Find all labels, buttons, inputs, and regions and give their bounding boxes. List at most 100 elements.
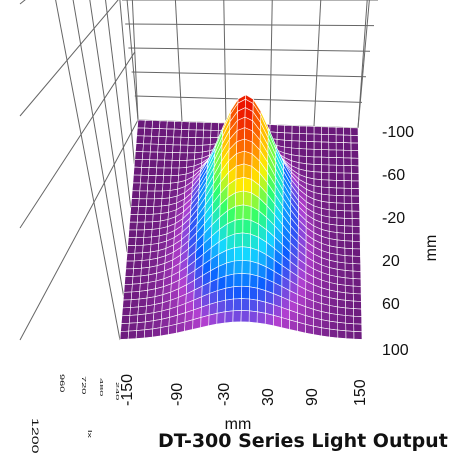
surface-cell: [149, 143, 159, 153]
surface-cell: [321, 171, 330, 181]
surface-cell: [350, 157, 360, 167]
surface-cell: [136, 214, 146, 223]
surface-cell: [141, 259, 151, 269]
surface-cell: [156, 151, 166, 161]
surface-cell: [165, 136, 174, 146]
y-axis-ticks: -100 -60 -20 20 60 100: [382, 124, 414, 359]
surface-cell: [180, 136, 189, 146]
z-axis-ticks: 1200 960 720 480 240: [30, 374, 120, 454]
surface-cell: [224, 298, 234, 313]
surface-cell: [289, 319, 298, 332]
surface-cell: [351, 210, 361, 220]
grid-line: [19, 0, 119, 117]
surface-cell: [350, 165, 360, 174]
surface-cell: [343, 172, 352, 182]
surface-cell: [336, 180, 345, 189]
surface-cell: [186, 152, 196, 161]
surface-cell: [328, 216, 338, 226]
surface-cell: [352, 293, 362, 302]
surface-cell: [313, 156, 322, 166]
surface-cell: [234, 218, 244, 235]
x-tick-label: 90: [304, 388, 321, 406]
surface-cell: [351, 188, 360, 197]
surface-cell: [336, 195, 345, 204]
surface-cell: [144, 213, 154, 223]
surface-cell: [352, 255, 361, 265]
surface-cell: [208, 312, 218, 327]
surface-cell: [241, 246, 251, 262]
surface-cell: [328, 164, 337, 174]
surface-cell: [342, 127, 352, 136]
surface-cell: [133, 252, 143, 262]
surface-cell: [321, 156, 330, 166]
x-tick-label: -90: [169, 383, 186, 406]
surface-cell: [352, 285, 362, 295]
surface-cell: [178, 159, 188, 169]
surface-cell: [148, 167, 157, 176]
surface-cell: [127, 330, 138, 340]
surface-cell: [298, 140, 307, 150]
surface-cell: [243, 163, 253, 180]
surface-cell: [328, 209, 338, 219]
light-output-surface: [119, 94, 363, 340]
surface-cell: [337, 298, 346, 309]
surface-cell: [344, 292, 354, 302]
surface-cell: [321, 179, 330, 188]
surface-cell: [148, 159, 158, 169]
surface-cell: [135, 329, 146, 339]
surface-cell: [335, 149, 345, 159]
surface-cell: [352, 270, 362, 280]
chart-title: DT-300 Series Light Output: [158, 430, 448, 452]
surface-cell: [321, 186, 330, 196]
surface-cell: [336, 254, 346, 264]
surface-cell: [142, 244, 152, 254]
surface-cell: [336, 210, 345, 219]
surface-cell: [127, 237, 137, 246]
surface-cell: [129, 213, 139, 223]
surface-cell: [126, 252, 136, 262]
surface-cell: [328, 172, 337, 181]
surface-cell: [351, 233, 361, 242]
surface-cell: [235, 163, 245, 180]
surface-cell: [350, 127, 359, 136]
surface-cell: [320, 126, 330, 135]
surface-cell: [163, 159, 173, 169]
surface-cell: [297, 321, 306, 334]
surface-cell: [235, 176, 245, 193]
surface-cell: [136, 321, 146, 331]
surface-cell: [138, 198, 148, 207]
surface-cell: [313, 133, 322, 143]
surface-cell: [336, 172, 345, 181]
x-tick-label: 150: [352, 379, 369, 406]
surface-cell: [336, 261, 346, 271]
surface-cell: [351, 225, 361, 235]
surface-cell: [128, 322, 138, 332]
surface-cell: [329, 320, 339, 331]
surface-cell: [141, 151, 151, 161]
surface-cell: [243, 176, 252, 194]
grid-line: [126, 0, 139, 121]
surface-cell: [121, 307, 131, 317]
surface-cell: [124, 276, 134, 285]
surface-cell: [345, 330, 355, 340]
surface-cell: [164, 144, 174, 153]
surface-cell: [336, 217, 345, 227]
surface-cell: [306, 125, 315, 135]
surface-cell: [224, 310, 234, 324]
surface-cell: [172, 136, 182, 146]
surface-cell: [351, 218, 361, 227]
surface-cell: [138, 297, 148, 308]
surface-cell: [351, 172, 360, 182]
surface-cell: [344, 232, 353, 242]
surface-cell: [137, 119, 146, 129]
grid-line: [131, 71, 367, 78]
surface-cell: [132, 174, 142, 184]
surface-cell: [344, 262, 354, 272]
surface-cell: [129, 306, 139, 316]
surface-cell: [226, 247, 235, 264]
surface-cell: [350, 150, 359, 159]
grid-line: [19, 51, 136, 229]
surface-cell: [350, 134, 359, 144]
surface-cell: [352, 278, 362, 287]
